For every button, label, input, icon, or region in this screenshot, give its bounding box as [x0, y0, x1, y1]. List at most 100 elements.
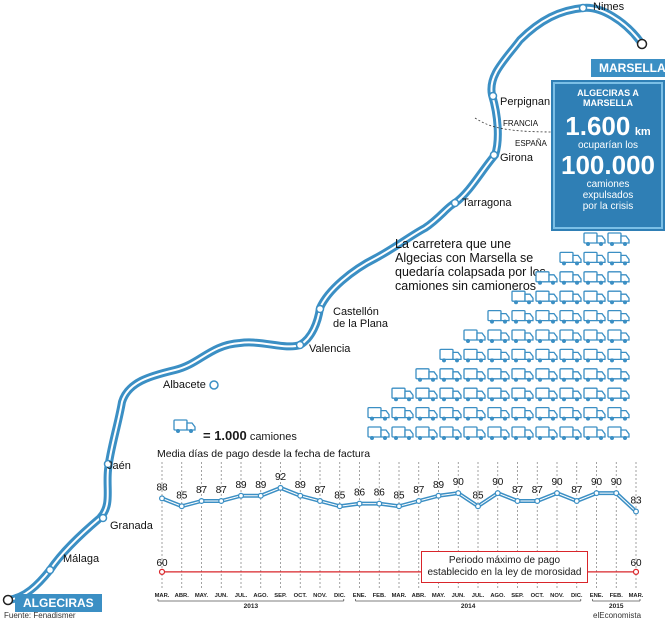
destination-endpoint — [636, 38, 648, 50]
truck-icon-20 — [607, 329, 630, 343]
trucks-value: 100.000 — [561, 150, 655, 180]
truck-icon-25 — [487, 329, 510, 343]
truck-icon-6 — [583, 271, 606, 285]
data-label: 90 — [591, 477, 603, 488]
summary-line2: camiones — [586, 179, 630, 190]
max-point — [158, 568, 166, 575]
marker-perpignan — [488, 91, 498, 101]
city-label-castellon: Castellón de la Plana — [333, 306, 389, 330]
data-point — [593, 490, 600, 497]
truck-icon-28 — [583, 348, 606, 363]
truck-icon-53 — [391, 387, 414, 402]
data-point — [534, 498, 541, 505]
truck-icon-26 — [463, 329, 486, 343]
data-label: 87 — [196, 485, 208, 496]
month-tick-label: SEP. — [511, 593, 524, 599]
month-tick-label: NOV. — [550, 593, 564, 599]
headline: La carretera que une Algecias con Marsel… — [395, 237, 546, 293]
month-tick-label: JUN. — [452, 593, 466, 599]
truck-icon-38 — [535, 368, 558, 382]
border-label-france: FRANCIA — [503, 119, 539, 128]
data-label: 92 — [275, 472, 287, 483]
truck-icon-70 — [487, 426, 510, 440]
legend: = 1.000 camiones — [203, 428, 297, 443]
month-tick-label: AGO. — [490, 593, 505, 599]
data-label: 85 — [472, 490, 484, 501]
max-payment-annotation: Periodo máximo de pago establecido en la… — [421, 551, 588, 583]
truck-icon-57 — [535, 406, 558, 421]
data-label: 85 — [176, 490, 188, 501]
marker-valencia — [295, 340, 305, 350]
border-label-spain: ESPAÑA — [515, 139, 547, 148]
summary-header: ALGECIRAS A MARSELLA — [577, 88, 639, 108]
truck-icon-62 — [415, 406, 438, 421]
month-tick-label: DIC. — [334, 593, 346, 599]
data-label: 87 — [571, 485, 583, 496]
data-point — [613, 490, 620, 497]
data-label: 85 — [393, 490, 405, 501]
data-point — [317, 498, 324, 505]
month-tick-label: JUN. — [215, 593, 229, 599]
truck-icon-12 — [535, 290, 558, 305]
month-tick-label: MAR. — [155, 593, 170, 599]
data-point — [297, 492, 304, 499]
truck-icon-10 — [583, 290, 606, 305]
truck-icon-1 — [583, 232, 606, 246]
year-label: 2014 — [461, 603, 476, 610]
legend-value: = 1.000 — [203, 428, 247, 443]
data-label: 90 — [551, 477, 563, 488]
month-tick-label: OCT. — [531, 593, 545, 599]
truck-icon-58 — [511, 406, 534, 421]
data-point — [218, 498, 225, 505]
truck-icon-27 — [607, 348, 630, 363]
month-tick-label: ENE. — [590, 593, 604, 599]
truck-icon-14 — [607, 309, 630, 324]
truck-icon-49 — [487, 387, 510, 402]
data-label: 86 — [354, 488, 366, 499]
truck-icon-42 — [439, 368, 462, 382]
truck-icon-60 — [463, 406, 486, 421]
distance-row: 1.600 km — [555, 112, 661, 140]
data-point — [573, 498, 580, 505]
truck-icon-0 — [607, 232, 630, 246]
truck-icon-55 — [583, 406, 606, 421]
legend-truck-icon — [173, 419, 196, 433]
truck-icon-41 — [463, 368, 486, 382]
data-point — [336, 503, 343, 510]
truck-icon-17 — [535, 309, 558, 324]
city-label-valencia: Valencia — [309, 343, 351, 355]
truck-icon-13 — [511, 290, 534, 305]
data-label: 87 — [314, 485, 326, 496]
summary-box: ALGECIRAS A MARSELLA 1.600 km ocuparían … — [553, 82, 663, 229]
data-point — [553, 490, 560, 497]
truck-icon-46 — [559, 387, 582, 402]
truck-icon-19 — [487, 309, 510, 324]
truck-icon-56 — [559, 406, 582, 421]
legend-unit: camiones — [249, 431, 297, 443]
max-data-label: 60 — [630, 558, 642, 569]
truck-icon-47 — [535, 387, 558, 402]
truck-icon-68 — [535, 426, 558, 440]
truck-icon-63 — [391, 406, 414, 421]
city-label-tarragona: Tarragona — [462, 197, 512, 209]
month-tick-label: ABR. — [412, 593, 427, 599]
truck-icon-65 — [607, 426, 630, 440]
month-tick-label: MAY. — [432, 593, 446, 599]
data-label: 89 — [433, 480, 445, 491]
truck-icon-31 — [511, 348, 534, 363]
marker-granada — [98, 513, 108, 523]
marker-malaga — [45, 565, 55, 575]
data-point — [159, 495, 166, 502]
truck-icon-72 — [439, 426, 462, 440]
month-tick-label: JUL. — [235, 593, 248, 599]
truck-icon-67 — [559, 426, 582, 440]
truck-icon-71 — [463, 426, 486, 440]
truck-icon-44 — [607, 387, 630, 402]
truck-icon-50 — [463, 387, 486, 402]
data-point — [396, 503, 403, 510]
truck-icon-4 — [559, 251, 582, 266]
truck-icon-8 — [535, 271, 558, 285]
truck-icon-40 — [487, 368, 510, 382]
data-label: 85 — [334, 490, 346, 501]
